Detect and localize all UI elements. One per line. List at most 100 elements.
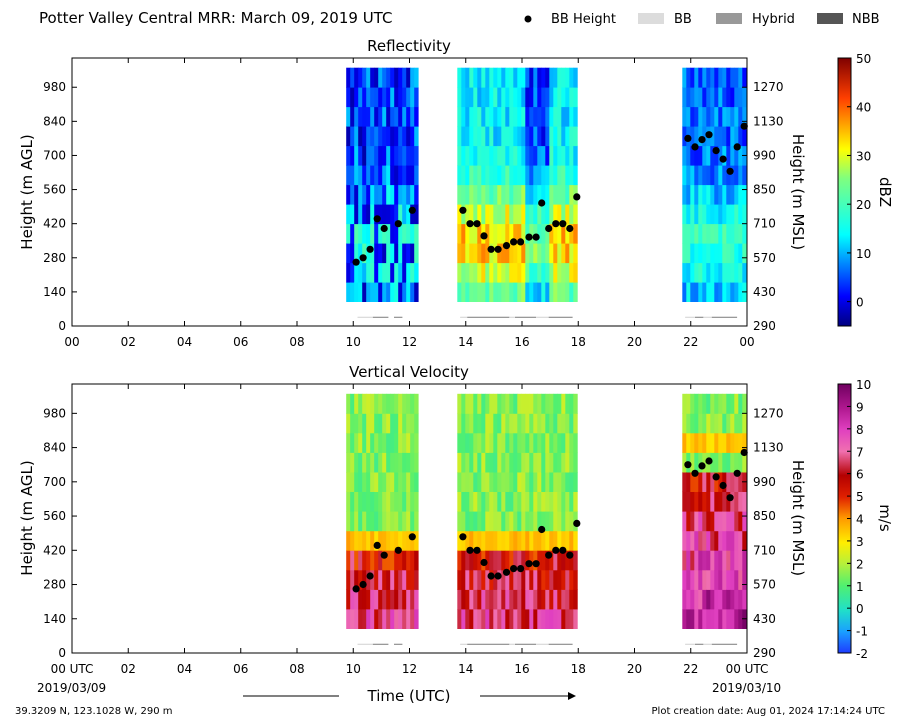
colorbar-tick-label: 40 (856, 101, 871, 115)
x-tick-label: 02 (121, 662, 136, 676)
heatmap-cell (513, 589, 518, 610)
heatmap-cell (362, 550, 367, 571)
heatmap-cell (493, 106, 498, 127)
heatmap-cell (473, 550, 478, 571)
heatmap-cell (718, 262, 723, 283)
heatmap-cell (489, 472, 494, 492)
heatmap-cell (529, 472, 534, 492)
heatmap-cell (553, 472, 558, 492)
heatmap-cell (545, 432, 550, 453)
heatmap-cell (738, 87, 743, 108)
heatmap-cell (382, 550, 387, 571)
heatmap-cell (354, 165, 359, 186)
heatmap-cell (489, 145, 494, 166)
heatmap-cell (702, 530, 707, 551)
heatmap-cell (694, 589, 699, 610)
heatmap-cell (686, 472, 691, 492)
heatmap-cell (473, 282, 478, 302)
heatmap-cell (694, 262, 699, 283)
heatmap-cell (706, 262, 711, 283)
heatmap-cell (569, 413, 574, 434)
colorbar-tick-label: -1 (856, 625, 868, 639)
heatmap-cell (525, 106, 530, 127)
heatmap-cell (350, 165, 355, 186)
heatmap-cell (702, 609, 707, 629)
heatmap-cell (366, 569, 371, 590)
heatmap-cell (346, 609, 351, 629)
heatmap-cell (569, 569, 574, 590)
heatmap-cell (465, 67, 470, 88)
heatmap-cell (370, 204, 375, 225)
heatmap-cell (573, 243, 578, 264)
heatmap-cell (370, 452, 375, 473)
heatmap-cell (525, 87, 530, 108)
heatmap-cell (390, 472, 395, 492)
heatmap-cell (726, 511, 731, 532)
heatmap-cell (569, 472, 574, 492)
heatmap-cell (497, 262, 502, 283)
bb-type-hybrid (548, 643, 573, 645)
velocity-colorbar-label: m/s (876, 504, 894, 532)
heatmap-cell (565, 491, 570, 512)
heatmap-cell (477, 126, 482, 147)
y2-tick-label: 850 (753, 183, 776, 197)
bb-type-hybrid (548, 316, 573, 318)
heatmap-cell (738, 126, 743, 147)
heatmap-cell (370, 223, 375, 244)
heatmap-cell (394, 472, 399, 492)
heatmap-cell (382, 126, 387, 147)
heatmap-cell (410, 165, 415, 186)
heatmap-columns (346, 67, 747, 302)
heatmap-cell (461, 282, 466, 302)
heatmap-cell (686, 282, 691, 302)
heatmap-cell (386, 530, 391, 551)
heatmap-cell (706, 530, 711, 551)
heatmap-cell (346, 145, 351, 166)
heatmap-cell (573, 609, 578, 629)
heatmap-cell (370, 511, 375, 532)
heatmap-cell (541, 472, 546, 492)
heatmap-cell (569, 184, 574, 205)
heatmap-cell (505, 262, 510, 283)
heatmap-cell (549, 491, 554, 512)
heatmap-cell (565, 550, 570, 571)
heatmap-cell (682, 87, 687, 108)
colorbar-tick-label: 20 (856, 198, 871, 212)
heatmap-cell (541, 165, 546, 186)
heatmap-cell (549, 550, 554, 571)
heatmap-cell (545, 511, 550, 532)
heatmap-cell (410, 126, 415, 147)
heatmap-cell (698, 491, 703, 512)
heatmap-cell (497, 393, 502, 414)
heatmap-cell (513, 184, 518, 205)
heatmap-cell (557, 223, 562, 244)
bb-height-point (726, 494, 734, 502)
heatmap-cell (545, 472, 550, 492)
heatmap-cell (561, 432, 566, 453)
heatmap-cell (682, 511, 687, 532)
heatmap-cell (525, 204, 530, 225)
heatmap-cell (485, 511, 490, 532)
heatmap-cell (374, 165, 379, 186)
heatmap-cell (509, 126, 514, 147)
heatmap-cell (529, 609, 534, 629)
x-tick-label: 14 (458, 662, 473, 676)
y2-tick-label: 290 (753, 319, 776, 333)
x-tick-label: 08 (289, 335, 304, 349)
heatmap-cell (734, 282, 739, 302)
heatmap-cell (569, 165, 574, 186)
heatmap-cell (394, 184, 399, 205)
heatmap-cell (378, 413, 383, 434)
heatmap-cell (730, 184, 735, 205)
heatmap-cell (549, 262, 554, 283)
heatmap-cell (390, 609, 395, 629)
reflectivity-panel: Reflectivity Height (m AGL) Height (m MS… (18, 37, 894, 349)
heatmap-cell (394, 491, 399, 512)
heatmap-cell (734, 223, 739, 244)
heatmap-cell (406, 569, 411, 590)
heatmap-cell (718, 126, 723, 147)
heatmap-cell (545, 589, 550, 610)
heatmap-cell (382, 511, 387, 532)
heatmap-cell (509, 530, 514, 551)
heatmap-cell (489, 87, 494, 108)
